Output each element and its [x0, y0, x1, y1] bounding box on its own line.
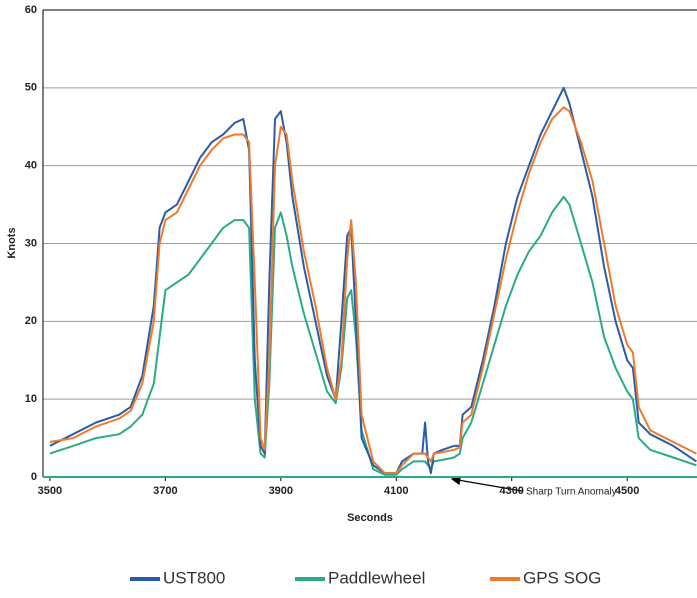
y-tick-label: 40 — [25, 160, 37, 172]
x-tick-label: 3500 — [38, 485, 62, 497]
y-tick-label: 30 — [25, 237, 37, 249]
legend-label: Paddlewheel — [328, 568, 425, 587]
legend-label: GPS SOG — [523, 568, 601, 587]
x-tick-label: 3700 — [153, 485, 177, 497]
annotation: Sharp Turn Anomaly — [526, 487, 617, 498]
legend-label: UST800 — [163, 568, 225, 587]
series-line — [49, 106, 697, 475]
y-tick-label: 0 — [31, 471, 37, 483]
y-tick-label: 60 — [25, 4, 37, 16]
y-tick-label: 50 — [25, 82, 37, 94]
x-tick-label: 4100 — [384, 485, 408, 497]
y-tick-label: 20 — [25, 315, 37, 327]
x-tick-label: 4500 — [615, 485, 639, 497]
x-axis-label: Seconds — [347, 512, 393, 524]
y-axis-label: Knots — [6, 227, 18, 258]
x-tick-label: 3900 — [269, 485, 293, 497]
annotation-arrow — [450, 475, 523, 492]
x-tick-label: 4300 — [499, 485, 523, 497]
y-tick-label: 10 — [25, 393, 37, 405]
series-line — [49, 86, 697, 475]
